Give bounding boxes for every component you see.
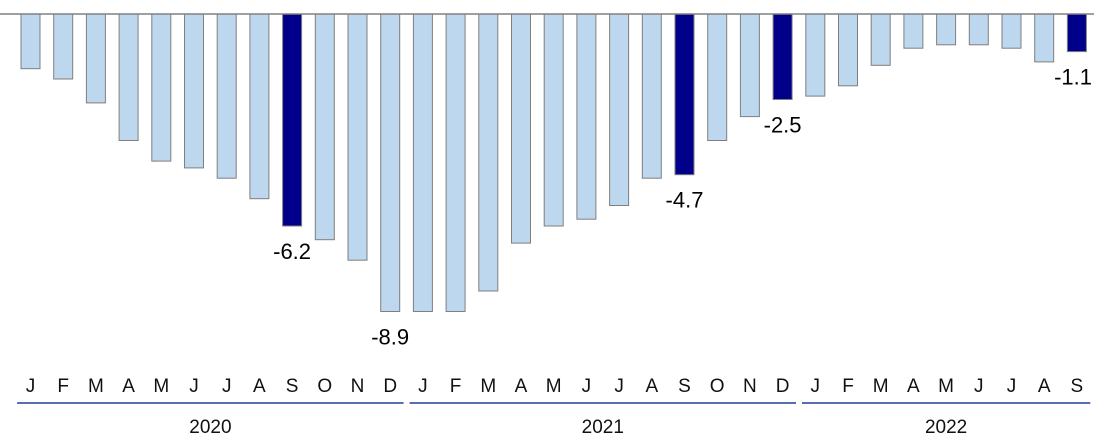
x-tick-label: J [1007, 376, 1017, 397]
x-tick-label: J [614, 376, 624, 397]
x-tick-label: M [873, 376, 889, 397]
bar [609, 13, 630, 206]
bar [543, 13, 564, 227]
bar [184, 13, 204, 169]
bar [445, 13, 466, 312]
bar [1001, 13, 1022, 49]
x-tick-label: M [88, 376, 104, 397]
x-tick-label: F [450, 376, 462, 397]
x-tick-label: J [811, 376, 821, 397]
data-label: -4.7 [666, 188, 704, 213]
bar-highlighted [1066, 13, 1087, 53]
x-tick-label: A [645, 376, 658, 397]
x-tick-label: J [974, 376, 984, 397]
bar [314, 13, 335, 241]
x-tick-label: J [189, 376, 199, 397]
bar [838, 13, 858, 87]
x-tick-label: A [253, 376, 266, 397]
bar [576, 13, 597, 220]
x-tick-label: M [938, 376, 954, 397]
x-tick-label: J [418, 376, 428, 397]
x-tick-label: A [907, 376, 920, 397]
bar [1034, 13, 1055, 63]
x-tick-label: D [383, 376, 397, 397]
data-label: -6.2 [273, 239, 311, 264]
x-tick-label: F [842, 376, 854, 397]
bar-highlighted [282, 13, 303, 227]
x-tick-label: A [1038, 376, 1051, 397]
bar [380, 13, 401, 312]
year-groups-layer: 2020 2021 2022 [17, 402, 1091, 436]
year-label: 2020 [189, 417, 231, 436]
x-tick-label: S [1071, 376, 1084, 397]
year-label: 2021 [582, 417, 624, 436]
x-tick-label: M [480, 376, 496, 397]
x-tick-label: N [351, 376, 365, 397]
data-labels-layer: -6.2 -8.9 -4.7 -2.5 -1.1 [273, 65, 1092, 350]
bar [412, 13, 433, 312]
x-tick-label: A [515, 376, 528, 397]
x-tick-label: S [286, 376, 299, 397]
bar-highlighted [772, 13, 793, 100]
x-tick-label: F [57, 376, 69, 397]
bar-highlighted [674, 13, 695, 176]
bar [85, 13, 106, 104]
x-tick-label: J [582, 376, 592, 397]
bar [739, 13, 760, 118]
bar [805, 13, 826, 97]
bar [216, 13, 237, 179]
x-tick-label: M [546, 376, 562, 397]
bar [478, 13, 499, 292]
bar [968, 13, 989, 46]
x-tick-label: N [743, 376, 757, 397]
bar [870, 13, 891, 66]
bar [53, 13, 74, 80]
bar [511, 13, 531, 244]
bar [20, 13, 41, 70]
data-label: -2.5 [764, 113, 802, 138]
x-tick-label: J [222, 376, 232, 397]
x-tick-label: D [776, 376, 790, 397]
bar [707, 13, 728, 141]
bar [249, 13, 270, 200]
bars-layer [20, 13, 1087, 312]
x-tick-label: S [678, 376, 691, 397]
bar [347, 13, 368, 261]
x-tick-label: J [26, 376, 36, 397]
x-tick-label: A [122, 376, 135, 397]
x-tick-label: O [710, 376, 725, 397]
bar [151, 13, 172, 162]
bar [118, 13, 139, 141]
data-label: -8.9 [371, 325, 409, 350]
year-label: 2022 [925, 417, 967, 436]
x-tick-label: O [317, 376, 332, 397]
bar [936, 13, 957, 46]
bar [903, 13, 924, 49]
x-tick-label: M [153, 376, 169, 397]
bar [641, 13, 662, 179]
data-label: -1.1 [1054, 65, 1092, 90]
